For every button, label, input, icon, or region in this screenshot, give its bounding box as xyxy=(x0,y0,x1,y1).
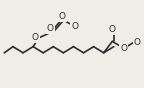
Text: O: O xyxy=(120,44,127,53)
Text: O: O xyxy=(47,24,54,33)
Text: O: O xyxy=(71,22,78,31)
Text: O: O xyxy=(134,38,141,47)
Text: O: O xyxy=(58,12,65,21)
Text: O: O xyxy=(109,25,116,34)
Text: O: O xyxy=(32,33,39,42)
